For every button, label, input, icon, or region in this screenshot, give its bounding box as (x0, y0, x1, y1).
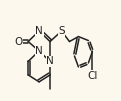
Text: Cl: Cl (87, 71, 98, 81)
Text: N: N (35, 26, 43, 36)
Text: O: O (14, 37, 22, 47)
Text: N: N (46, 56, 54, 66)
Text: N: N (35, 46, 43, 56)
Text: S: S (58, 26, 65, 36)
